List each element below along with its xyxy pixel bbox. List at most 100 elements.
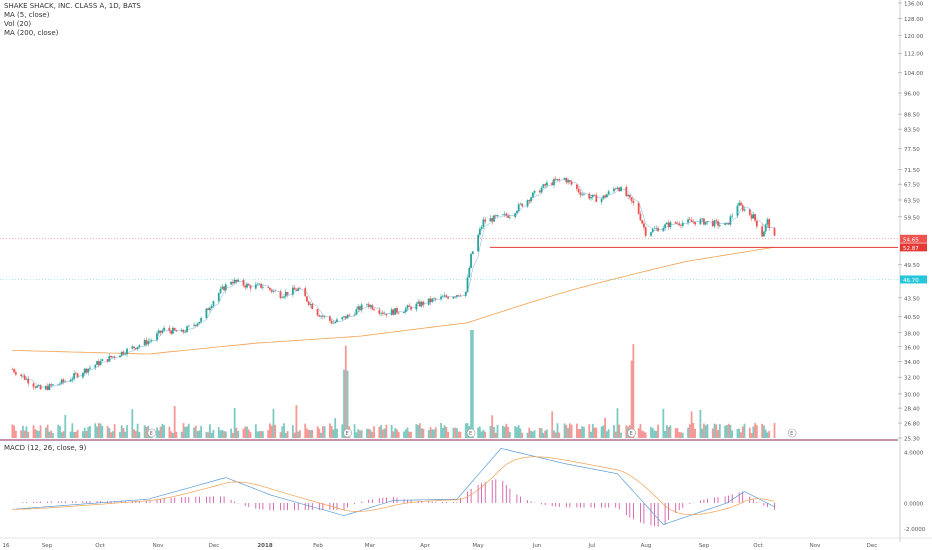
volume-bar — [85, 430, 88, 438]
candle-body — [126, 348, 128, 355]
candle-body — [740, 202, 742, 206]
candle-body — [34, 386, 37, 388]
candle-body — [145, 340, 148, 345]
volume-bar — [418, 423, 421, 438]
candle-body — [163, 327, 165, 331]
candle-body — [353, 314, 356, 316]
candle-body — [173, 327, 176, 331]
candle-body — [553, 179, 555, 186]
legend-macd[interactable]: MACD (12, 26, close, 9) — [4, 444, 87, 452]
volume-bar — [279, 432, 282, 438]
volume-bar — [616, 408, 619, 438]
candle-body — [406, 305, 409, 309]
volume-bar — [110, 432, 113, 438]
volume-bar — [546, 429, 548, 438]
candle-body — [546, 182, 548, 186]
candle-body — [138, 345, 141, 347]
candle-body — [133, 346, 135, 349]
candle-body — [99, 361, 102, 366]
candle-body — [329, 316, 331, 321]
candle-body — [97, 361, 100, 366]
candle-body — [39, 385, 42, 390]
volume-bar — [46, 424, 49, 438]
ma200-line — [12, 246, 775, 355]
volume-bar — [554, 432, 557, 438]
candle-body — [662, 227, 665, 232]
volume-bar — [613, 425, 615, 438]
candle-body — [355, 309, 358, 315]
candle-body — [418, 301, 421, 307]
candle-body — [396, 308, 398, 313]
candle-body — [433, 298, 435, 300]
volume-bar — [773, 423, 776, 438]
time-axis-label: Mar — [365, 543, 376, 549]
volume-bar — [34, 429, 37, 438]
volume-bar — [605, 431, 608, 438]
candle-body — [595, 195, 598, 202]
candle-body — [667, 222, 670, 228]
legend-ma5[interactable]: MA (5, close) — [4, 11, 50, 19]
candle-body — [565, 178, 568, 183]
candle-body — [371, 305, 374, 310]
candle-body — [269, 288, 271, 290]
candle-body — [480, 226, 483, 229]
candle-body — [205, 308, 208, 318]
volume-bar — [544, 430, 547, 438]
volume-bar — [50, 430, 53, 438]
price-tick-label: 112.00 — [904, 52, 924, 58]
candle-body — [505, 213, 508, 216]
volume-bar — [445, 427, 448, 438]
candle-body — [14, 372, 17, 375]
time-axis-label: Nov — [810, 543, 821, 549]
volume-bar — [657, 424, 659, 438]
price-tick-label: 128.00 — [904, 17, 924, 23]
candle-body — [616, 187, 619, 190]
volume-bar — [320, 432, 322, 438]
candle-body — [456, 295, 458, 297]
volume-bar — [48, 431, 51, 438]
legend-ma200[interactable]: MA (200, close) — [4, 29, 59, 37]
candle-body — [267, 287, 270, 289]
candle-body — [653, 228, 656, 230]
volume-bar — [650, 426, 652, 438]
price-tick-label: 38.00 — [904, 331, 920, 337]
candle-body — [60, 379, 63, 384]
volume-bar — [101, 425, 104, 438]
volume-bar — [209, 424, 211, 438]
candle-body — [44, 386, 47, 390]
volume-bar — [270, 425, 273, 438]
volume-bar — [570, 424, 573, 438]
volume-bar — [614, 431, 617, 438]
candle-body — [417, 301, 420, 304]
candle-body — [62, 379, 65, 382]
volume-bar — [269, 423, 271, 438]
volume-bar — [330, 426, 333, 438]
volume-bar — [182, 423, 185, 438]
price-tick-label: 49.50 — [904, 263, 920, 269]
earnings-marker-label: E — [346, 431, 349, 437]
candle-body — [761, 226, 764, 237]
legend-vol[interactable]: Vol (20) — [4, 20, 32, 28]
volume-bar — [274, 424, 277, 438]
volume-bar — [750, 432, 753, 438]
candle-body — [404, 308, 407, 313]
candle-body — [637, 202, 640, 214]
volume-bar — [20, 430, 23, 438]
price-tick-label: 25.30 — [904, 437, 920, 443]
candle-body — [605, 194, 608, 198]
candle-body — [85, 368, 88, 373]
candle-body — [279, 291, 282, 299]
volume-bar — [676, 428, 679, 438]
candle-body — [212, 301, 215, 306]
volume-bar — [406, 427, 409, 438]
volume-bar — [489, 425, 492, 438]
volume-bar — [355, 432, 358, 438]
candle-body — [763, 231, 765, 237]
volume-bar — [699, 410, 702, 438]
volume-bar — [565, 425, 568, 438]
volume-bar — [260, 430, 263, 438]
volume-bar — [454, 427, 457, 438]
candle-body — [281, 297, 284, 299]
volume-bar — [583, 426, 585, 438]
